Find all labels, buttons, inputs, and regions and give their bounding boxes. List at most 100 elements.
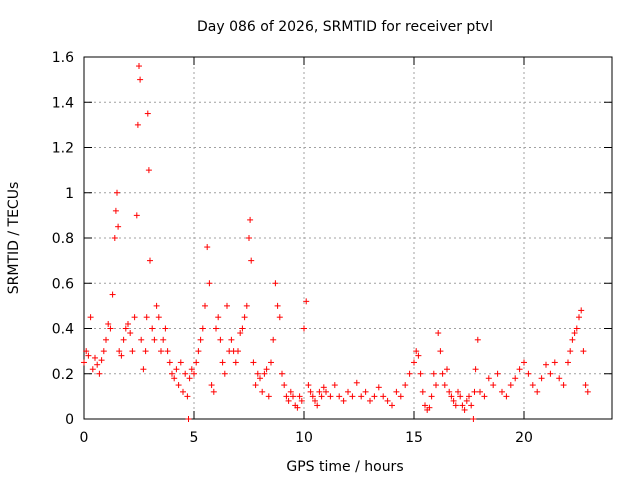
data-point [455, 388, 461, 395]
data-point [281, 382, 288, 389]
data-point [184, 393, 191, 400]
data-point [268, 359, 274, 366]
data-point [411, 359, 417, 366]
data-point [582, 382, 589, 389]
data-point [371, 393, 378, 400]
data-point [430, 370, 437, 377]
data-point [122, 325, 129, 332]
data-point [490, 382, 497, 389]
data-point [217, 336, 224, 343]
data-point [433, 382, 439, 389]
data-point [116, 348, 123, 355]
data-point [283, 393, 290, 400]
data-point [107, 325, 114, 332]
y-tick-label: 1.2 [52, 141, 74, 157]
data-point [296, 393, 303, 400]
data-point [272, 280, 279, 287]
data-point [143, 314, 150, 321]
data-point [191, 370, 197, 377]
data-point [162, 325, 169, 332]
data-point [457, 393, 464, 400]
chart-title: Day 086 of 2026, SRMTID for receiver ptv… [197, 19, 493, 35]
data-point [237, 330, 244, 337]
data-point [512, 375, 519, 382]
data-point [133, 212, 140, 219]
data-point [303, 298, 310, 305]
data-point [459, 402, 466, 409]
data-point [413, 348, 420, 355]
data-point [494, 370, 501, 377]
data-point [232, 359, 239, 366]
data-point [538, 375, 545, 382]
data-point [503, 393, 510, 400]
data-point [115, 223, 122, 230]
data-point [312, 397, 318, 404]
data-point [565, 359, 571, 366]
data-point [166, 359, 173, 366]
data-point [576, 314, 582, 321]
data-point [569, 336, 576, 343]
data-point [353, 379, 360, 386]
data-point [169, 370, 175, 377]
data-point [435, 330, 442, 337]
data-point [406, 370, 413, 377]
data-point [153, 302, 160, 309]
data-point [426, 404, 433, 411]
data-point [384, 397, 391, 404]
plot-frame [83, 56, 613, 420]
data-point [131, 314, 138, 321]
data-point [529, 382, 536, 389]
data-point [129, 348, 136, 355]
data-point [298, 397, 305, 404]
data-point [474, 336, 481, 343]
data-point [98, 357, 105, 364]
data-point [185, 416, 192, 422]
data-point [213, 325, 219, 332]
data-point [239, 325, 246, 332]
data-point [516, 366, 523, 373]
data-point [441, 382, 448, 389]
data-point [417, 370, 424, 377]
data-point [188, 366, 195, 373]
data-point [307, 388, 314, 395]
data-point [138, 336, 145, 343]
data-point [241, 314, 248, 321]
data-point [318, 393, 325, 400]
data-point [461, 406, 468, 413]
data-point [560, 382, 567, 389]
data-point [571, 330, 578, 337]
data-point [367, 397, 373, 404]
data-point [87, 314, 94, 321]
data-point [499, 388, 505, 395]
data-point [556, 375, 563, 382]
data-point [202, 302, 208, 309]
data-point [136, 63, 142, 70]
data-point [112, 207, 119, 214]
data-point [422, 402, 428, 409]
data-point [204, 244, 211, 251]
data-point [96, 370, 103, 377]
data-point [573, 325, 580, 332]
data-point [164, 348, 171, 355]
y-axis-label: SRMTID / TECUs [6, 182, 22, 295]
data-point [140, 366, 147, 373]
data-point [105, 320, 112, 327]
data-point [224, 302, 230, 309]
data-point [221, 370, 228, 377]
x-tick-label: 10 [295, 430, 313, 446]
data-point [274, 302, 281, 309]
data-point [525, 370, 532, 377]
data-point [247, 216, 254, 223]
data-point [547, 370, 554, 377]
data-point [94, 361, 101, 368]
data-point [327, 393, 334, 400]
data-point [118, 352, 125, 359]
data-point [389, 402, 395, 409]
data-point [331, 382, 338, 389]
x-tick-label: 0 [80, 430, 89, 446]
data-point [551, 359, 558, 366]
data-point [437, 348, 444, 355]
data-point [134, 121, 141, 128]
data-point [578, 307, 585, 314]
data-point [158, 348, 164, 355]
